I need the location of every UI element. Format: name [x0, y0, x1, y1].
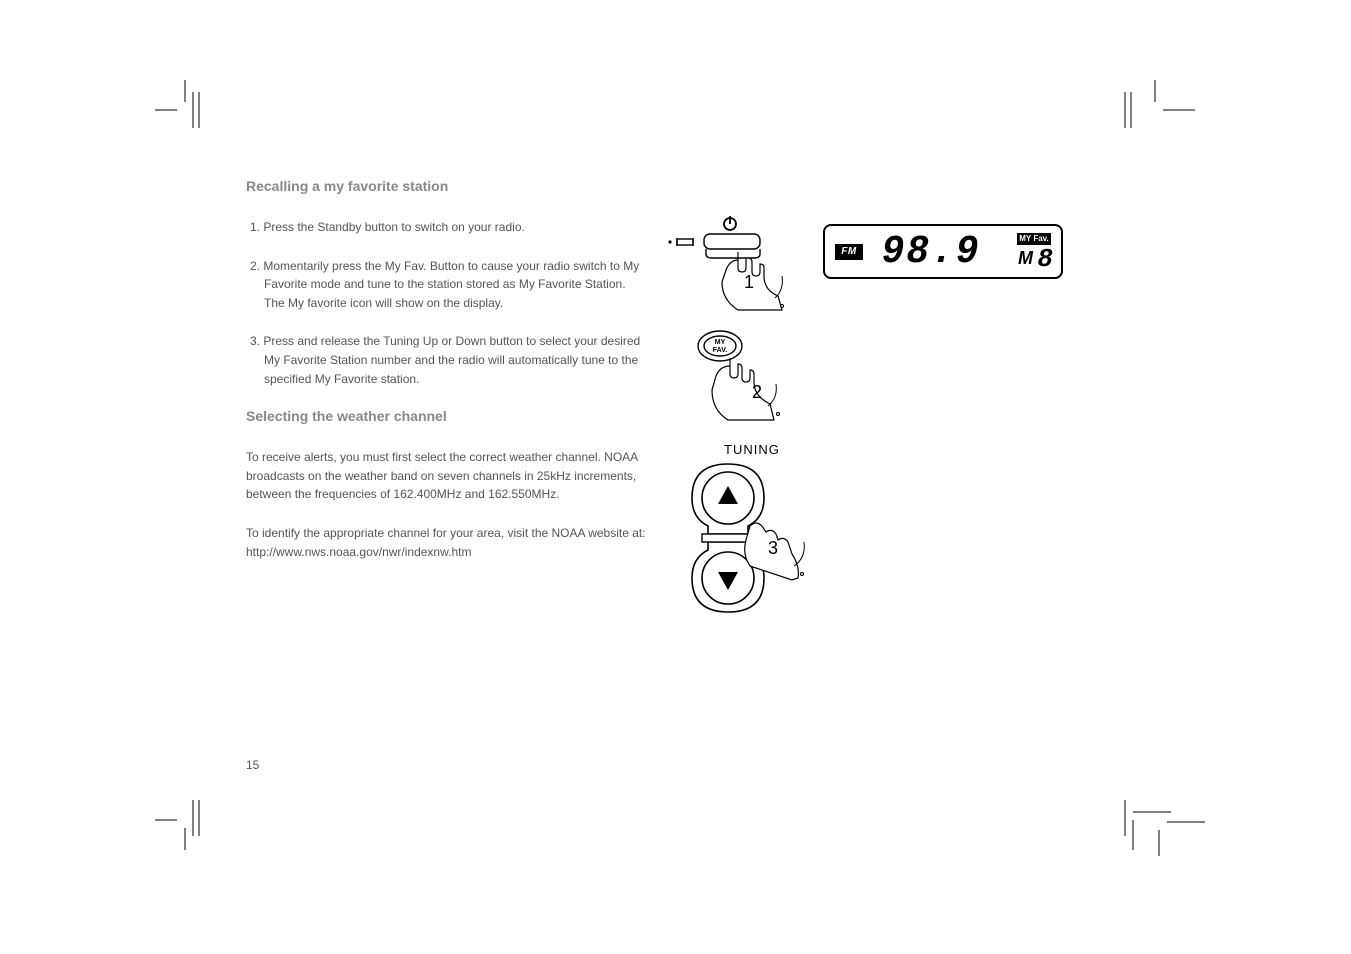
- page-number: 15: [246, 758, 259, 772]
- figure-tuning: TUNING 3: [672, 440, 832, 635]
- frequency-readout: 98.9: [882, 230, 981, 275]
- svg-text:MY: MY: [715, 339, 726, 346]
- lcd-display: FM 98.9 MY Fav. M 8: [823, 224, 1063, 279]
- text-column: Recalling a my favorite station 1. Press…: [246, 178, 646, 581]
- crop-mark-tl: [155, 80, 205, 130]
- memory-value: 8: [1037, 244, 1053, 274]
- step-1: 1. Press the Standby button to switch on…: [246, 218, 646, 237]
- figure-myfav-press: MY FAV. 2: [678, 330, 798, 425]
- band-badge: FM: [835, 244, 863, 260]
- crop-mark-br: [1115, 800, 1205, 860]
- fig1-number: 1: [744, 272, 754, 292]
- crop-mark-bl: [155, 800, 215, 850]
- fig3-number: 3: [768, 538, 778, 558]
- section-heading-weather: Selecting the weather channel: [246, 408, 646, 424]
- weather-para-1: To receive alerts, you must first select…: [246, 448, 646, 504]
- step-2: 2. Momentarily press the My Fav. Button …: [246, 257, 646, 313]
- memory-label: M: [1018, 248, 1033, 269]
- svg-text:TUNING: TUNING: [724, 442, 780, 457]
- weather-para-2: To identify the appropriate channel for …: [246, 524, 646, 561]
- fig2-number: 2: [752, 382, 762, 402]
- figure-standby-press: 1: [660, 210, 800, 320]
- crop-mark-tr: [1115, 80, 1195, 130]
- svg-text:FAV.: FAV.: [713, 347, 727, 354]
- step-3: 3. Press and release the Tuning Up or Do…: [246, 332, 646, 388]
- section-heading-recall: Recalling a my favorite station: [246, 178, 646, 194]
